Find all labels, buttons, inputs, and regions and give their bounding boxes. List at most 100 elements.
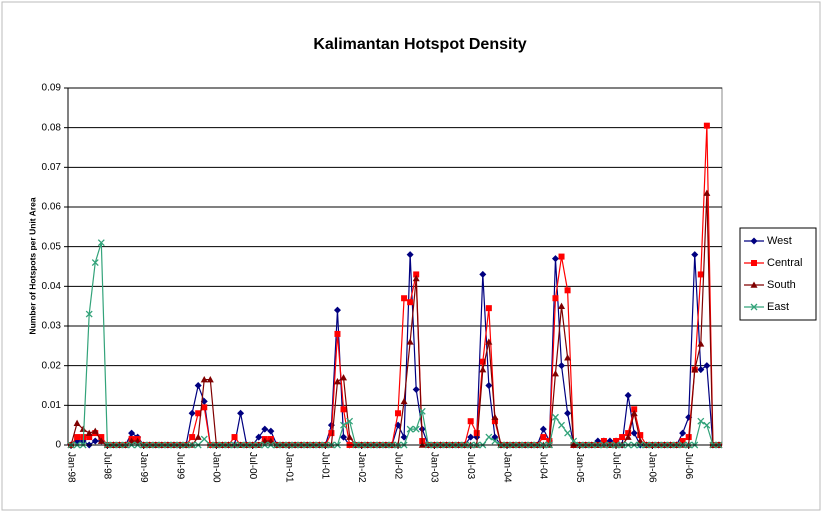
data-point <box>340 433 348 441</box>
data-point <box>564 409 572 417</box>
x-tick-label: Jan-04 <box>501 452 512 483</box>
legend-box <box>739 227 817 321</box>
data-point <box>697 271 704 278</box>
data-point <box>491 418 498 425</box>
x-tick-label: Jul-02 <box>392 452 403 480</box>
data-point <box>491 437 499 445</box>
x-tick-label: Jan-05 <box>574 452 585 483</box>
legend-label: South <box>767 279 796 291</box>
x-tick-label: Jul-03 <box>465 452 476 480</box>
data-point <box>558 362 566 370</box>
data-point <box>406 338 414 345</box>
data-point <box>703 362 711 370</box>
legend-label: Central <box>767 257 802 269</box>
data-point <box>261 425 269 433</box>
plot-area <box>67 87 723 446</box>
data-point <box>400 397 408 405</box>
legend-marker <box>750 303 758 311</box>
data-point <box>194 433 202 440</box>
data-point <box>97 437 105 444</box>
data-point <box>685 434 692 441</box>
x-tick-label: Jul-98 <box>102 452 113 480</box>
data-point <box>679 429 687 437</box>
data-point <box>406 425 414 433</box>
data-point <box>206 376 214 383</box>
data-point <box>479 358 486 365</box>
legend-marker <box>751 260 757 266</box>
data-point <box>200 376 208 383</box>
data-point <box>73 419 81 426</box>
x-tick-label: Jan-06 <box>647 452 658 483</box>
data-point <box>691 366 699 373</box>
data-point <box>267 437 275 444</box>
x-tick-label: Jul-01 <box>320 452 331 480</box>
data-point <box>267 427 275 435</box>
x-tick-label: Jan-02 <box>356 452 367 483</box>
y-tick-label: 0.09 <box>42 83 62 94</box>
data-point <box>91 427 99 434</box>
x-tick-label: Jan-99 <box>138 452 149 483</box>
data-point <box>189 434 196 441</box>
data-point <box>679 438 686 445</box>
y-tick-label: 0 <box>55 440 61 451</box>
y-tick-label: 0.04 <box>42 281 62 292</box>
legend-label: West <box>767 235 792 247</box>
data-point <box>564 354 572 361</box>
data-point <box>134 437 142 444</box>
data-point <box>473 430 480 437</box>
data-point <box>697 366 705 374</box>
y-tick-label: 0.02 <box>42 360 62 371</box>
data-point <box>624 433 632 440</box>
data-point <box>401 295 408 302</box>
x-tick-label: Jul-99 <box>174 452 185 480</box>
data-point <box>413 271 420 278</box>
data-point <box>485 433 493 441</box>
data-point <box>328 430 335 437</box>
data-point <box>418 407 426 415</box>
data-point <box>479 366 487 373</box>
data-point <box>564 287 571 294</box>
data-point <box>340 406 347 413</box>
data-point <box>631 406 638 413</box>
data-point <box>558 421 565 429</box>
y-tick-label: 0.06 <box>42 202 62 213</box>
data-point <box>479 270 487 278</box>
data-point <box>636 437 644 444</box>
data-point <box>600 438 607 445</box>
x-tick-label: Jan-01 <box>283 452 294 483</box>
data-point <box>340 374 348 381</box>
x-tick-label: Jan-03 <box>429 452 440 483</box>
legend-marker <box>750 237 758 245</box>
x-tick-label: Jul-05 <box>610 452 621 480</box>
data-point <box>237 409 245 417</box>
data-point <box>485 382 493 389</box>
data-point <box>637 432 644 439</box>
data-point <box>188 409 196 417</box>
data-point <box>624 391 632 399</box>
data-point <box>346 433 354 440</box>
data-point <box>255 433 263 441</box>
data-point <box>79 425 87 432</box>
data-point <box>333 378 341 385</box>
data-point <box>697 417 705 425</box>
y-axis-label: Number of Hotspots per Unit Area <box>27 197 37 334</box>
y-tick-label: 0.07 <box>42 162 62 173</box>
data-point <box>551 255 559 263</box>
data-point <box>552 295 559 302</box>
data-point <box>128 429 136 437</box>
data-point <box>485 305 492 312</box>
data-point <box>200 435 208 443</box>
data-point <box>201 404 208 411</box>
y-tick-label: 0.05 <box>42 241 62 252</box>
y-tick-label: 0.03 <box>42 321 62 332</box>
data-point <box>334 330 341 337</box>
data-point <box>697 340 705 347</box>
data-point <box>74 434 81 441</box>
data-point <box>406 251 414 259</box>
x-tick-label: Jan-98 <box>65 452 76 483</box>
data-point <box>195 410 202 417</box>
data-point <box>98 434 105 441</box>
data-point <box>552 413 559 421</box>
data-point <box>691 251 699 259</box>
